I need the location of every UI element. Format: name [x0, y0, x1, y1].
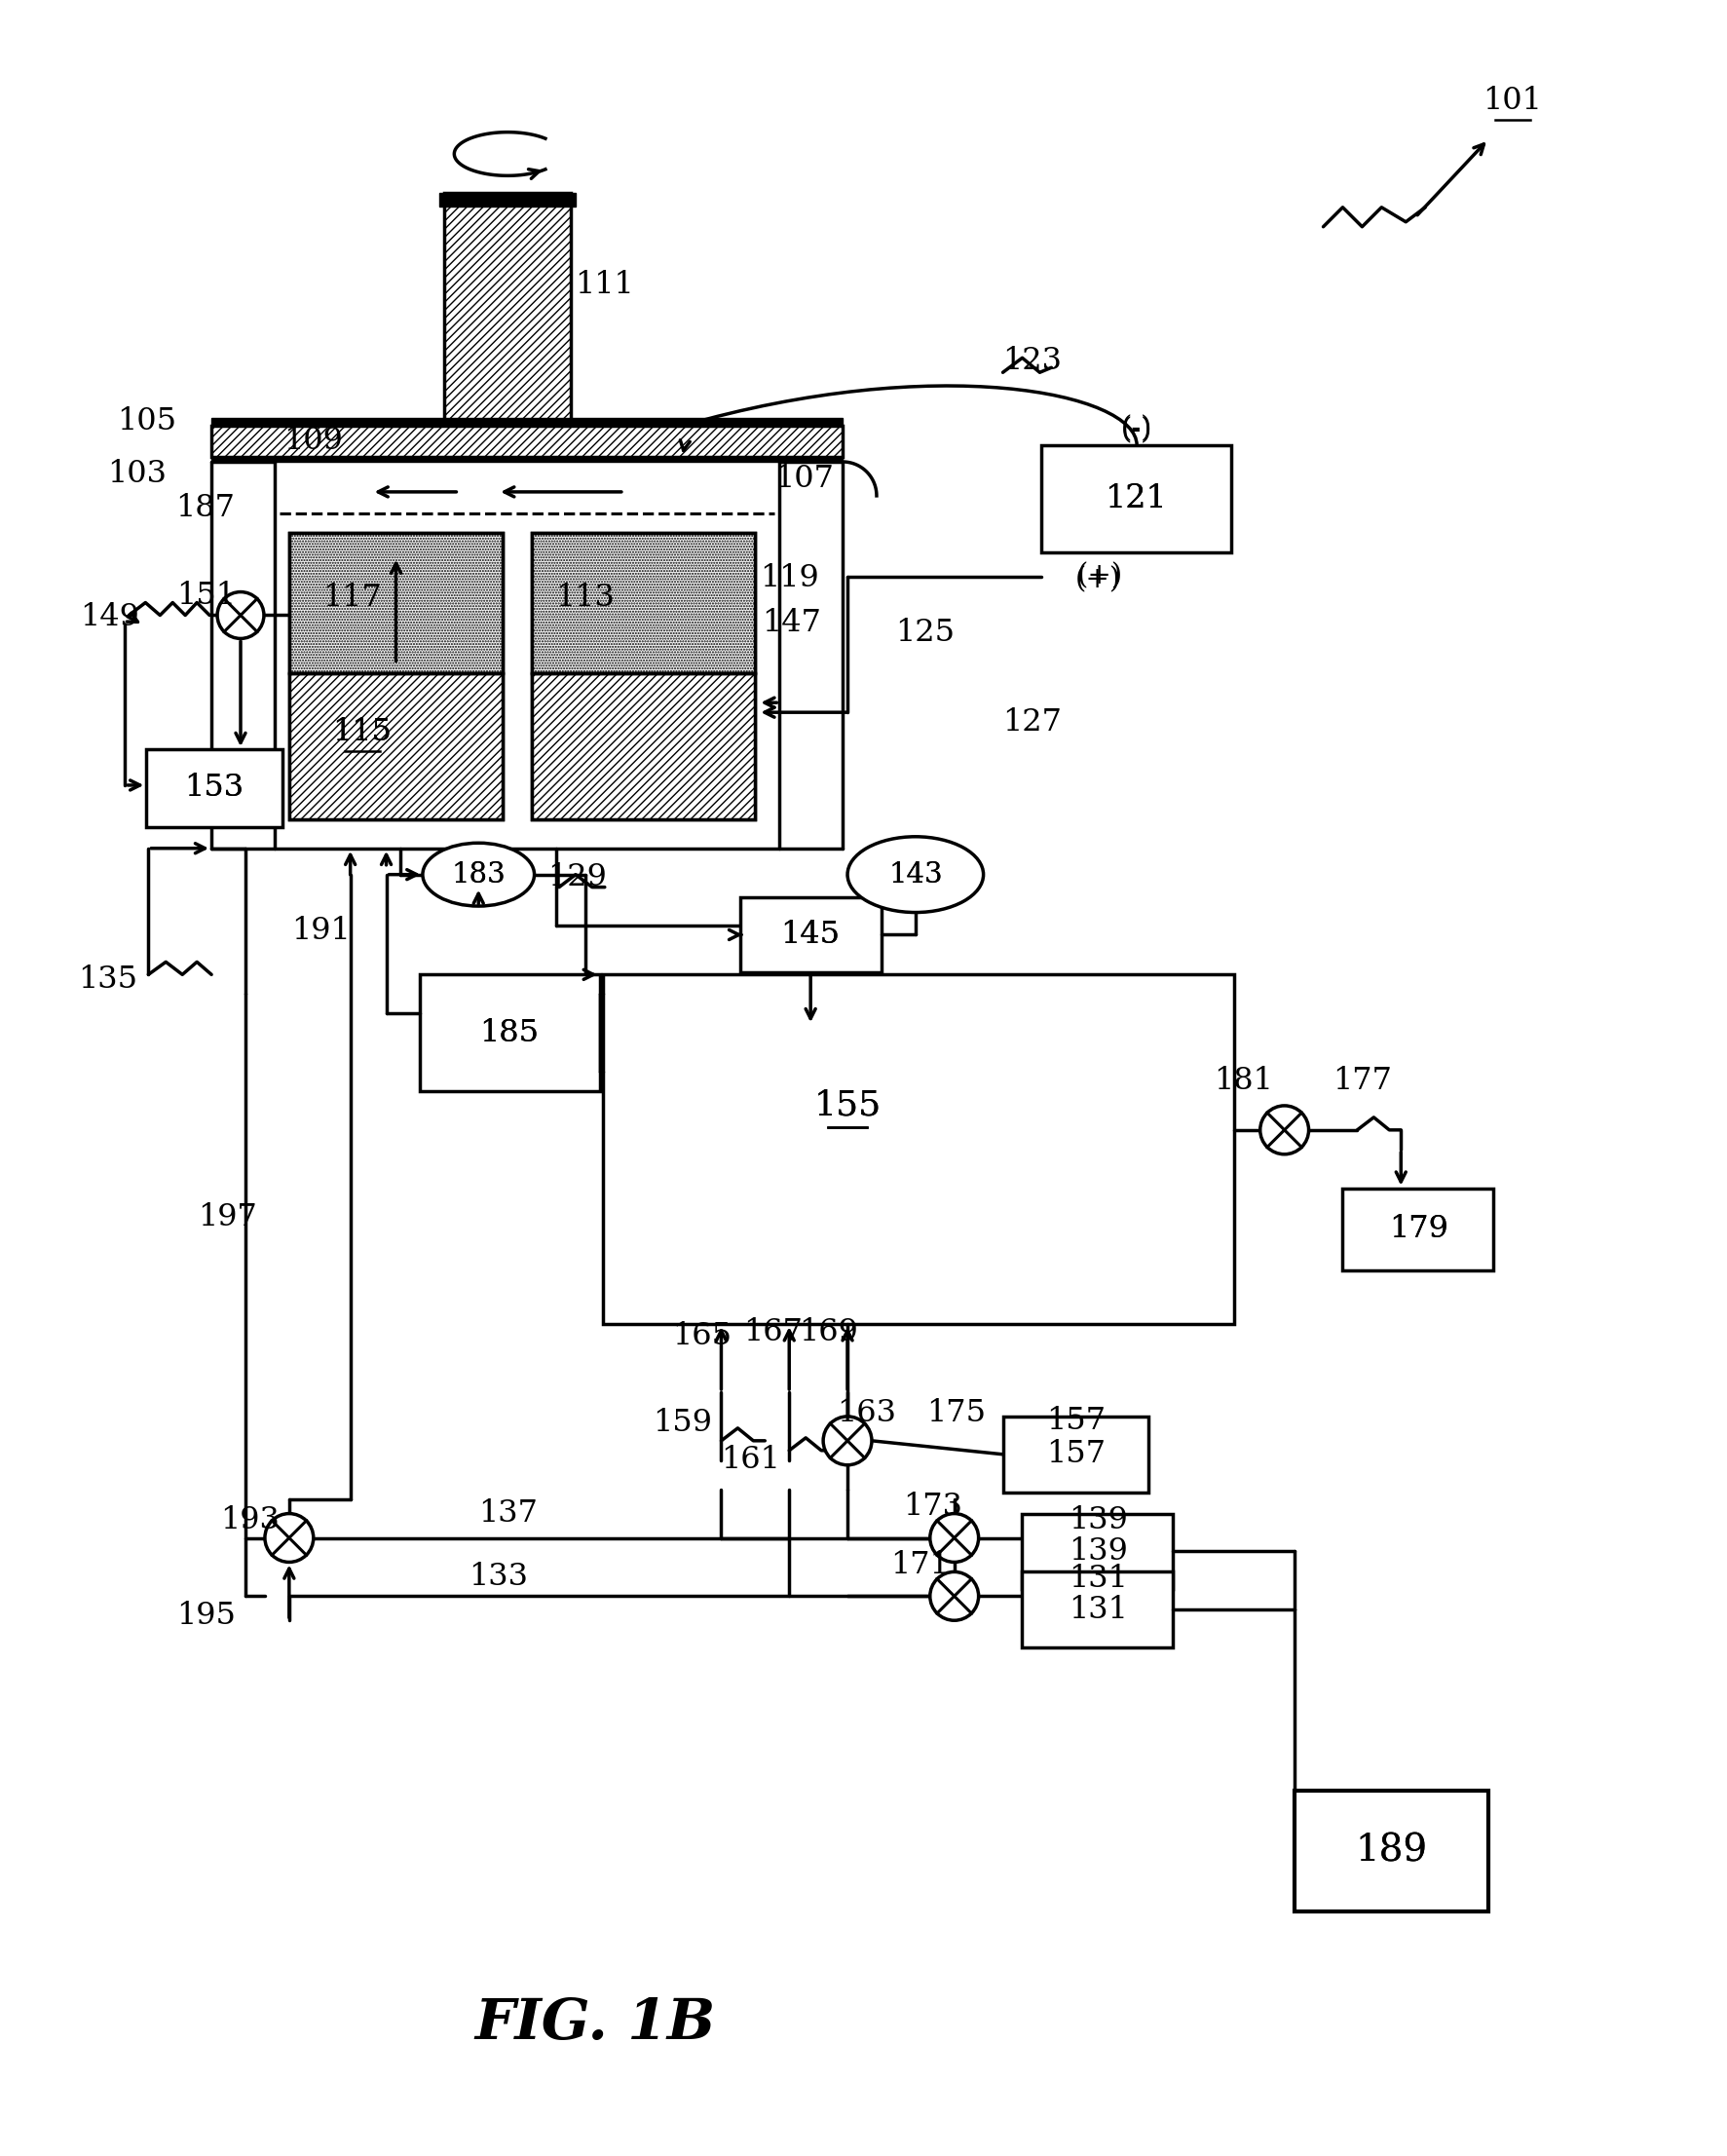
Text: 123: 123 — [1002, 345, 1062, 375]
Text: 169: 169 — [798, 1317, 858, 1348]
Text: 111: 111 — [575, 270, 634, 300]
Text: 125: 125 — [895, 617, 955, 647]
Bar — [532, 533, 755, 673]
Circle shape — [264, 1514, 313, 1563]
Text: 157: 157 — [1047, 1406, 1105, 1436]
Text: 155: 155 — [813, 1089, 881, 1123]
Text: 143: 143 — [888, 860, 943, 888]
Text: 115: 115 — [332, 716, 392, 746]
Bar — [288, 533, 503, 673]
Text: 107: 107 — [774, 464, 834, 494]
Text: 137: 137 — [478, 1498, 537, 1529]
Bar — [1041, 446, 1231, 552]
Circle shape — [824, 1416, 872, 1466]
Text: 183: 183 — [451, 860, 506, 888]
Bar — [211, 457, 843, 461]
Text: 167: 167 — [743, 1317, 803, 1348]
Text: 151: 151 — [176, 580, 237, 610]
Text: 131: 131 — [1069, 1595, 1128, 1626]
Bar — [741, 897, 881, 972]
Text: 153: 153 — [185, 774, 244, 804]
Bar — [532, 533, 755, 819]
Circle shape — [931, 1572, 979, 1621]
Text: 181: 181 — [1214, 1067, 1273, 1097]
Ellipse shape — [848, 837, 983, 912]
Bar — [1294, 1789, 1489, 1912]
Circle shape — [931, 1514, 979, 1563]
Bar — [288, 673, 503, 819]
Text: 183: 183 — [451, 860, 506, 888]
Bar — [440, 192, 575, 207]
Text: (+): (+) — [1078, 563, 1123, 591]
Text: 195: 195 — [176, 1600, 237, 1630]
Text: 121: 121 — [1105, 483, 1167, 515]
Bar — [532, 673, 755, 819]
Circle shape — [218, 593, 264, 638]
Text: 189: 189 — [1356, 1833, 1427, 1869]
Text: 149: 149 — [79, 602, 140, 632]
Text: 127: 127 — [1002, 707, 1062, 737]
Bar — [288, 533, 503, 673]
Text: (-): (-) — [1121, 416, 1152, 442]
Text: (+): (+) — [1074, 567, 1121, 593]
Text: 117: 117 — [323, 582, 382, 612]
Text: 177: 177 — [1333, 1067, 1392, 1097]
Text: 121: 121 — [1105, 483, 1167, 515]
Text: 185: 185 — [480, 1018, 539, 1048]
Text: 147: 147 — [762, 608, 820, 638]
Text: 191: 191 — [292, 916, 351, 946]
Text: 131: 131 — [1069, 1563, 1128, 1593]
Text: 115: 115 — [332, 716, 392, 746]
Text: 189: 189 — [1356, 1833, 1427, 1869]
Text: 185: 185 — [480, 1018, 539, 1048]
Text: 155: 155 — [813, 1089, 881, 1123]
Text: 153: 153 — [185, 774, 244, 804]
Text: 165: 165 — [672, 1322, 732, 1352]
Text: 105: 105 — [117, 405, 176, 436]
Text: 197: 197 — [199, 1203, 257, 1233]
Text: (-): (-) — [1121, 416, 1152, 444]
Ellipse shape — [423, 843, 534, 906]
Text: 187: 187 — [174, 494, 235, 524]
Text: 145: 145 — [781, 921, 841, 951]
Bar — [147, 750, 282, 828]
Bar — [288, 533, 503, 819]
Text: 101: 101 — [1483, 86, 1542, 116]
Text: 163: 163 — [838, 1399, 896, 1429]
Bar — [603, 975, 1233, 1324]
Bar — [444, 192, 570, 427]
Bar — [1003, 1416, 1148, 1492]
Text: 133: 133 — [468, 1561, 528, 1591]
Text: 193: 193 — [221, 1505, 280, 1535]
Text: 109: 109 — [283, 425, 344, 455]
Bar — [1022, 1514, 1173, 1589]
Bar — [211, 418, 843, 427]
Text: 173: 173 — [903, 1492, 962, 1522]
Text: 139: 139 — [1069, 1537, 1128, 1567]
Bar — [420, 975, 599, 1091]
Text: 179: 179 — [1389, 1214, 1447, 1244]
Text: 175: 175 — [926, 1399, 986, 1429]
Bar — [211, 427, 843, 457]
Text: 129: 129 — [547, 862, 608, 893]
Text: 159: 159 — [653, 1408, 712, 1438]
Text: 103: 103 — [107, 459, 166, 489]
Text: 171: 171 — [891, 1550, 950, 1580]
Text: 139: 139 — [1069, 1505, 1128, 1535]
Bar — [1342, 1188, 1494, 1270]
Text: 119: 119 — [760, 563, 819, 593]
Text: 135: 135 — [78, 964, 138, 994]
Text: 113: 113 — [556, 582, 615, 612]
Bar — [1022, 1572, 1173, 1647]
Circle shape — [1261, 1106, 1309, 1153]
Text: 145: 145 — [781, 921, 841, 951]
Text: 179: 179 — [1389, 1214, 1447, 1244]
Text: 157: 157 — [1047, 1440, 1105, 1470]
Text: 161: 161 — [720, 1445, 781, 1475]
Text: FIG. 1B: FIG. 1B — [475, 1996, 715, 2050]
Bar — [532, 533, 755, 673]
Text: 143: 143 — [888, 860, 943, 888]
